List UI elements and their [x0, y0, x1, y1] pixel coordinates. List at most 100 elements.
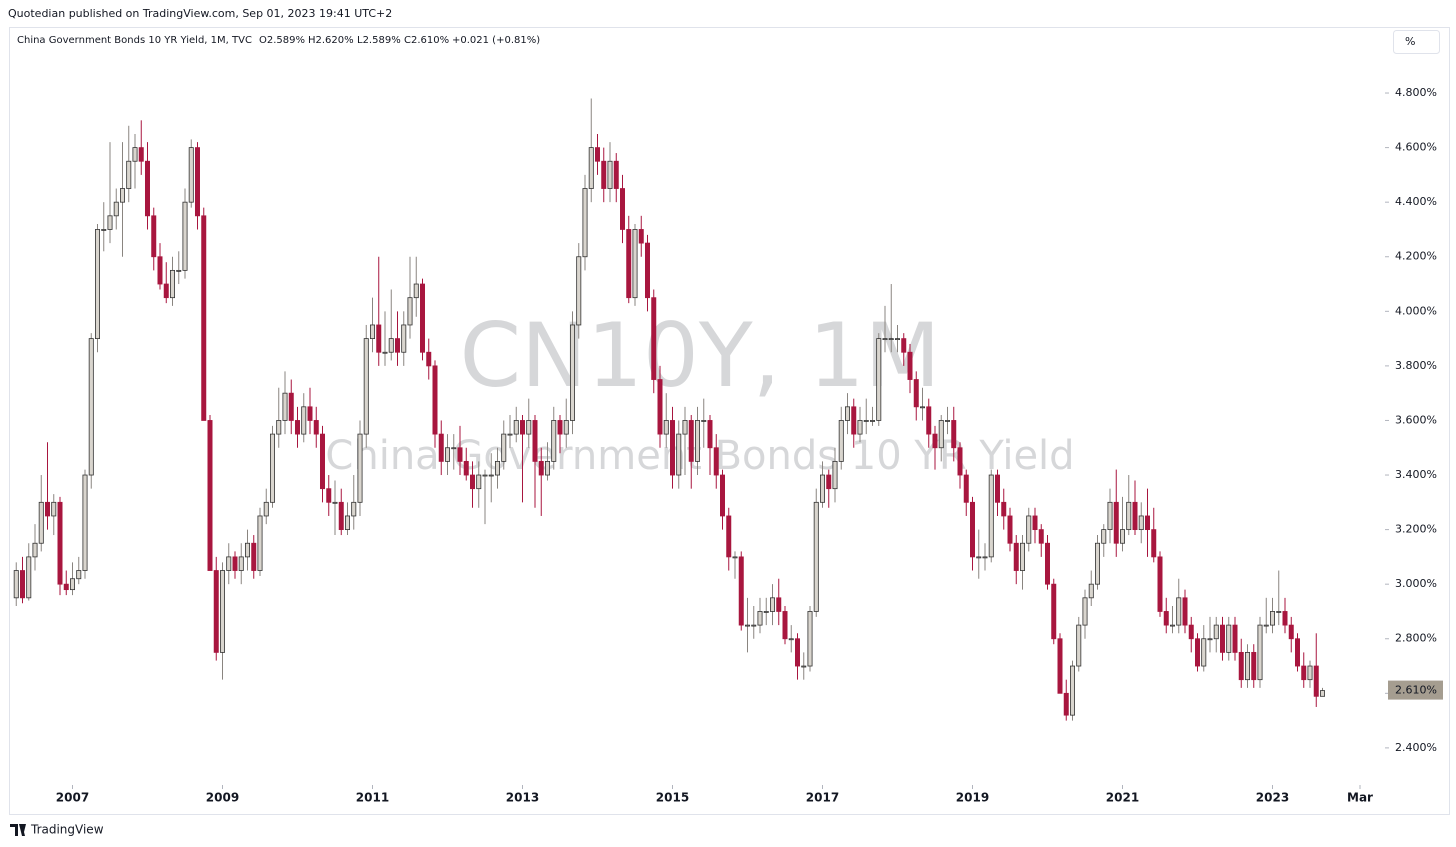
candle-body — [601, 160, 607, 189]
candle-body — [682, 420, 688, 435]
candle-body — [1032, 515, 1038, 531]
candle-body — [469, 474, 475, 490]
candle-body — [1138, 515, 1144, 531]
candle-body — [1120, 529, 1126, 544]
candle-body — [326, 488, 332, 503]
candle-body — [451, 447, 457, 450]
candle-body — [576, 256, 582, 326]
candle-body — [1220, 624, 1226, 653]
candle-body — [788, 638, 794, 641]
y-tick-label: 4.600% — [1395, 141, 1437, 154]
y-tick-label: 4.000% — [1395, 304, 1437, 317]
candle-body — [194, 147, 200, 217]
x-tick-label: 2007 — [56, 791, 89, 805]
candle-body — [1270, 611, 1276, 626]
x-tick-label: 2017 — [806, 791, 839, 805]
candle-body — [676, 433, 682, 476]
candle-body — [695, 420, 701, 462]
candle-body — [1132, 501, 1138, 531]
candle-body — [513, 420, 519, 435]
candle-body — [413, 283, 419, 299]
x-tick-label: 2021 — [1106, 791, 1139, 805]
y-tick-label: 3.200% — [1395, 523, 1437, 536]
candle-body — [1107, 501, 1113, 531]
candle-body — [826, 474, 832, 490]
candle-body — [1288, 624, 1294, 640]
legend-high: H2.620% — [308, 35, 354, 46]
candle-body — [538, 460, 544, 476]
candle-body — [863, 420, 869, 422]
legend-open: O2.589% — [259, 35, 305, 46]
x-tick-label: 2011 — [356, 791, 389, 805]
candle-body — [620, 188, 626, 230]
candle-body — [107, 215, 113, 230]
candle-body — [138, 147, 144, 162]
candle-body — [1070, 665, 1076, 716]
candle-body — [1170, 624, 1176, 627]
candle-body — [301, 406, 307, 435]
candle-body — [338, 501, 344, 531]
candle-body — [382, 351, 388, 354]
candle-body — [482, 474, 488, 477]
candle-body — [1201, 638, 1207, 667]
candle-body — [38, 501, 44, 544]
y-tick-label: 4.400% — [1395, 195, 1437, 208]
x-tick-label: 2009 — [206, 791, 239, 805]
y-tick-label: 3.400% — [1395, 468, 1437, 481]
candle-body — [1251, 651, 1257, 681]
candle-body — [795, 638, 801, 667]
candle-body — [851, 406, 857, 435]
candle-body — [726, 515, 732, 558]
candle-body — [1013, 542, 1019, 571]
candle-body — [763, 611, 769, 613]
candle-body — [357, 433, 363, 503]
candle-body — [657, 379, 663, 435]
candle-body — [882, 338, 888, 341]
candle-body — [407, 297, 413, 326]
candle-body — [1195, 638, 1201, 667]
candle-body — [276, 420, 282, 435]
candle-body — [1245, 651, 1251, 681]
candle-body — [1063, 692, 1069, 716]
candle-body — [570, 324, 576, 421]
candle-body — [132, 147, 138, 162]
candle-body — [807, 611, 813, 667]
candle-body — [1226, 624, 1232, 653]
y-tick-label: 3.000% — [1395, 577, 1437, 590]
scale-button-label[interactable]: % — [1405, 35, 1415, 48]
candle-body — [557, 420, 563, 435]
candle-body — [1095, 542, 1101, 585]
candle-body — [701, 420, 707, 422]
scale-button[interactable] — [1393, 30, 1440, 54]
candle-body — [888, 338, 894, 341]
candle-body — [1282, 611, 1288, 626]
candle-body — [126, 160, 132, 189]
candle-body — [976, 556, 982, 559]
candle-body — [501, 433, 507, 462]
y-tick-label: 4.800% — [1395, 86, 1437, 99]
candle-body — [163, 283, 169, 299]
y-tick-label: 3.800% — [1395, 359, 1437, 372]
candle-body — [444, 447, 450, 462]
candle-body — [582, 188, 588, 258]
candle-body — [207, 420, 213, 571]
candle-body — [713, 447, 719, 476]
candle-body — [426, 351, 432, 367]
candle-body — [19, 570, 25, 599]
candle-body — [1151, 529, 1157, 558]
legend-close: C2.610% — [404, 35, 449, 46]
y-tick-label: 4.200% — [1395, 250, 1437, 263]
candle-body — [1276, 611, 1282, 613]
candle-body — [26, 556, 32, 599]
candle-body — [663, 420, 669, 435]
candle-body — [838, 420, 844, 462]
candle-body — [588, 147, 594, 189]
candle-body — [332, 501, 338, 504]
candle-body — [263, 501, 269, 517]
candle-body — [1045, 542, 1051, 585]
candle-body — [394, 338, 400, 353]
candle-body — [520, 420, 526, 435]
candle-body — [745, 624, 751, 627]
candle-body — [1301, 665, 1307, 681]
candle-body — [251, 542, 257, 571]
